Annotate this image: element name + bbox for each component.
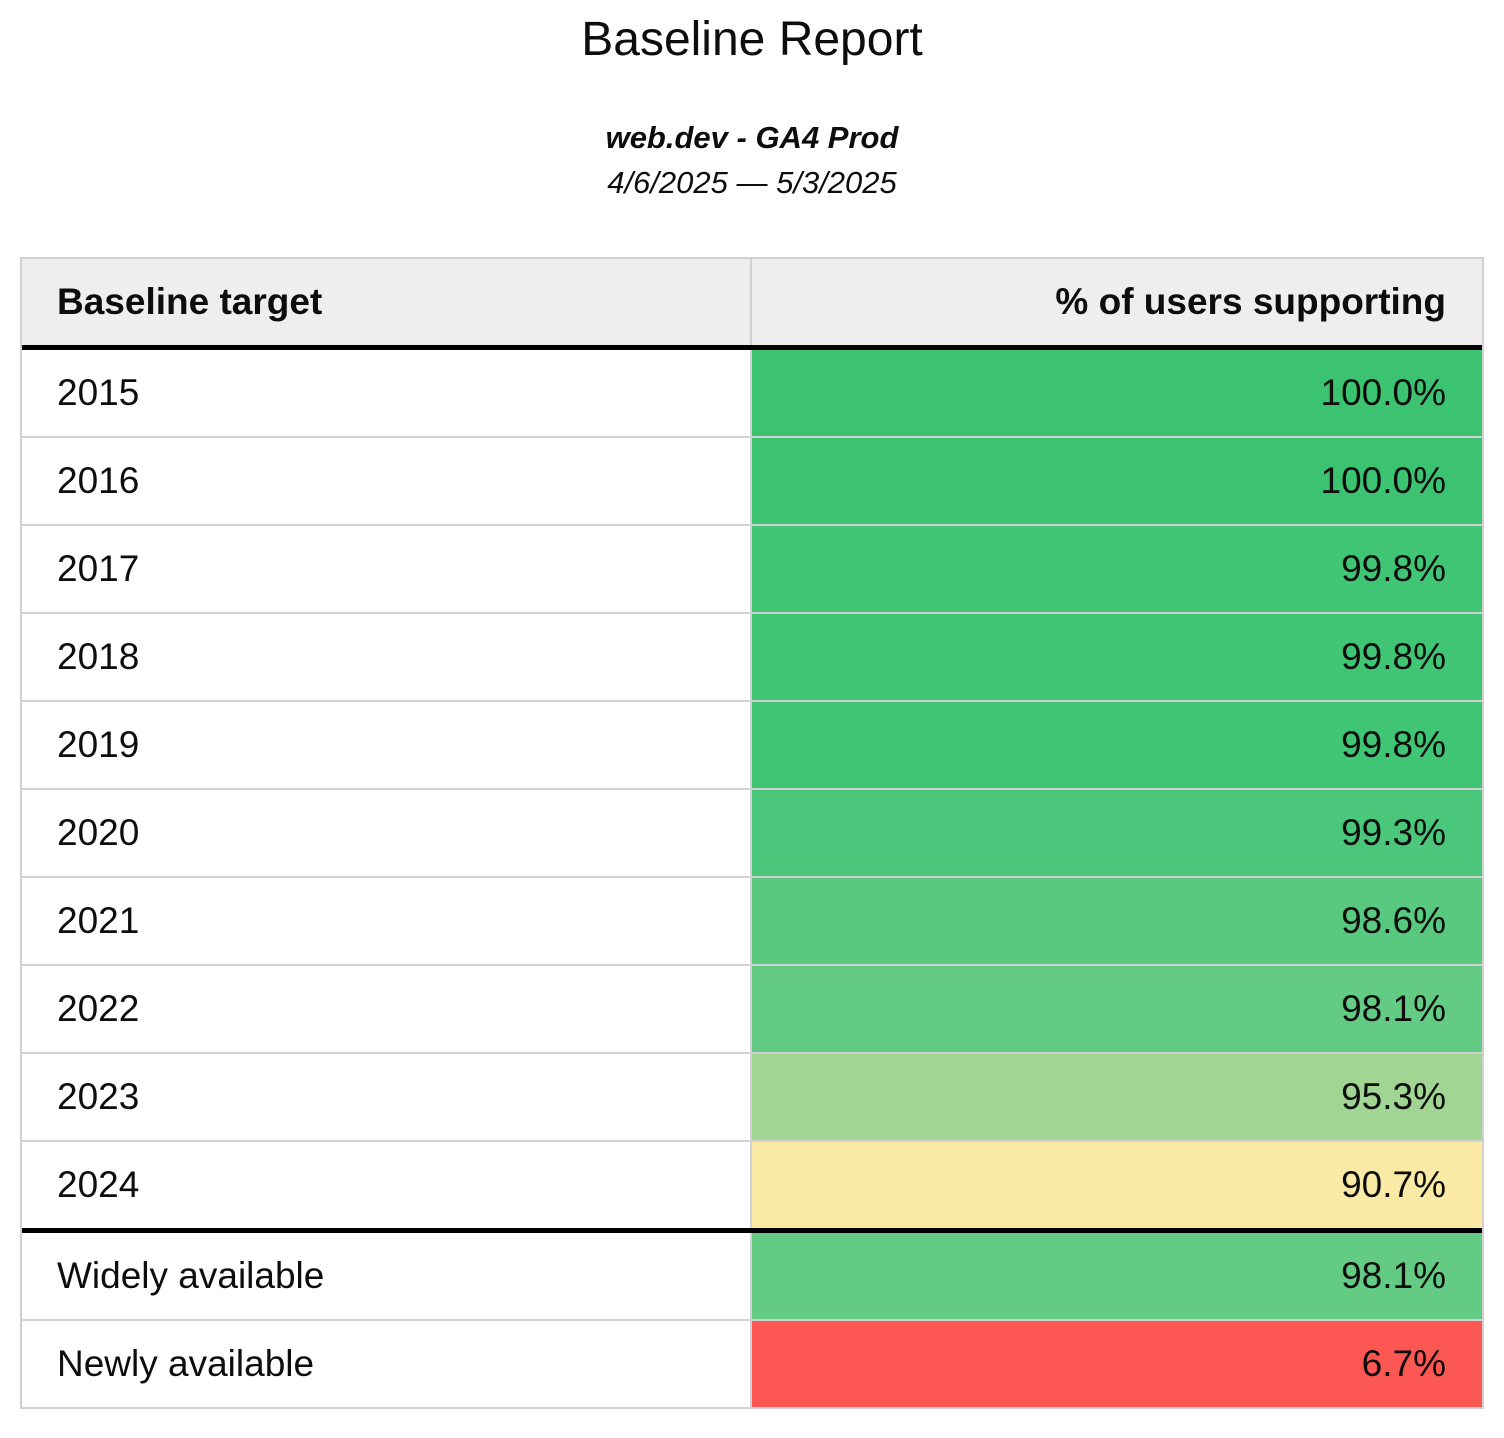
baseline-target-cell: 2024 [22, 1142, 752, 1228]
users-supporting-cell: 99.8% [752, 702, 1482, 788]
baseline-target-cell: 2019 [22, 702, 752, 788]
users-supporting-cell: 99.8% [752, 614, 1482, 700]
table-row: 2015 100.0% [22, 350, 1482, 438]
baseline-target-cell: 2017 [22, 526, 752, 612]
users-supporting-cell: 6.7% [752, 1321, 1482, 1407]
table-row: 2016 100.0% [22, 438, 1482, 526]
users-supporting-cell: 98.1% [752, 966, 1482, 1052]
users-supporting-cell: 90.7% [752, 1142, 1482, 1228]
table-row: Newly available 6.7% [22, 1321, 1482, 1407]
table-row: 2017 99.8% [22, 526, 1482, 614]
year-rows-section: 2015 100.0% 2016 100.0% 2017 99.8% 2018 … [22, 350, 1482, 1228]
summary-rows-section: Widely available 98.1% Newly available 6… [22, 1228, 1482, 1407]
users-supporting-cell: 100.0% [752, 350, 1482, 436]
page-title: Baseline Report [581, 13, 923, 66]
baseline-target-cell: 2016 [22, 438, 752, 524]
users-supporting-cell: 99.8% [752, 526, 1482, 612]
table-row: 2021 98.6% [22, 878, 1482, 966]
baseline-report-table: Baseline target % of users supporting 20… [20, 257, 1484, 1409]
report-subtitle: web.dev - GA4 Prod [605, 120, 899, 155]
table-row: 2023 95.3% [22, 1054, 1482, 1142]
table-row: 2020 99.3% [22, 790, 1482, 878]
baseline-target-cell: 2015 [22, 350, 752, 436]
users-supporting-cell: 99.3% [752, 790, 1482, 876]
users-supporting-cell: 98.1% [752, 1233, 1482, 1319]
baseline-target-cell: Widely available [22, 1233, 752, 1319]
users-supporting-cell: 98.6% [752, 878, 1482, 964]
column-header-users-supporting: % of users supporting [1055, 281, 1446, 322]
baseline-target-cell: Newly available [22, 1321, 752, 1407]
baseline-target-cell: 2020 [22, 790, 752, 876]
baseline-target-cell: 2023 [22, 1054, 752, 1140]
table-row: 2018 99.8% [22, 614, 1482, 702]
baseline-target-cell: 2022 [22, 966, 752, 1052]
baseline-target-cell: 2018 [22, 614, 752, 700]
users-supporting-cell: 100.0% [752, 438, 1482, 524]
table-row: 2024 90.7% [22, 1142, 1482, 1228]
users-supporting-cell: 95.3% [752, 1054, 1482, 1140]
table-row: Widely available 98.1% [22, 1233, 1482, 1321]
baseline-target-cell: 2021 [22, 878, 752, 964]
table-row: 2022 98.1% [22, 966, 1482, 1054]
column-header-baseline-target: Baseline target [22, 259, 752, 345]
table-row: 2019 99.8% [22, 702, 1482, 790]
table-header-row: Baseline target % of users supporting [22, 259, 1482, 350]
report-date-range: 4/6/2025 — 5/3/2025 [607, 165, 897, 200]
